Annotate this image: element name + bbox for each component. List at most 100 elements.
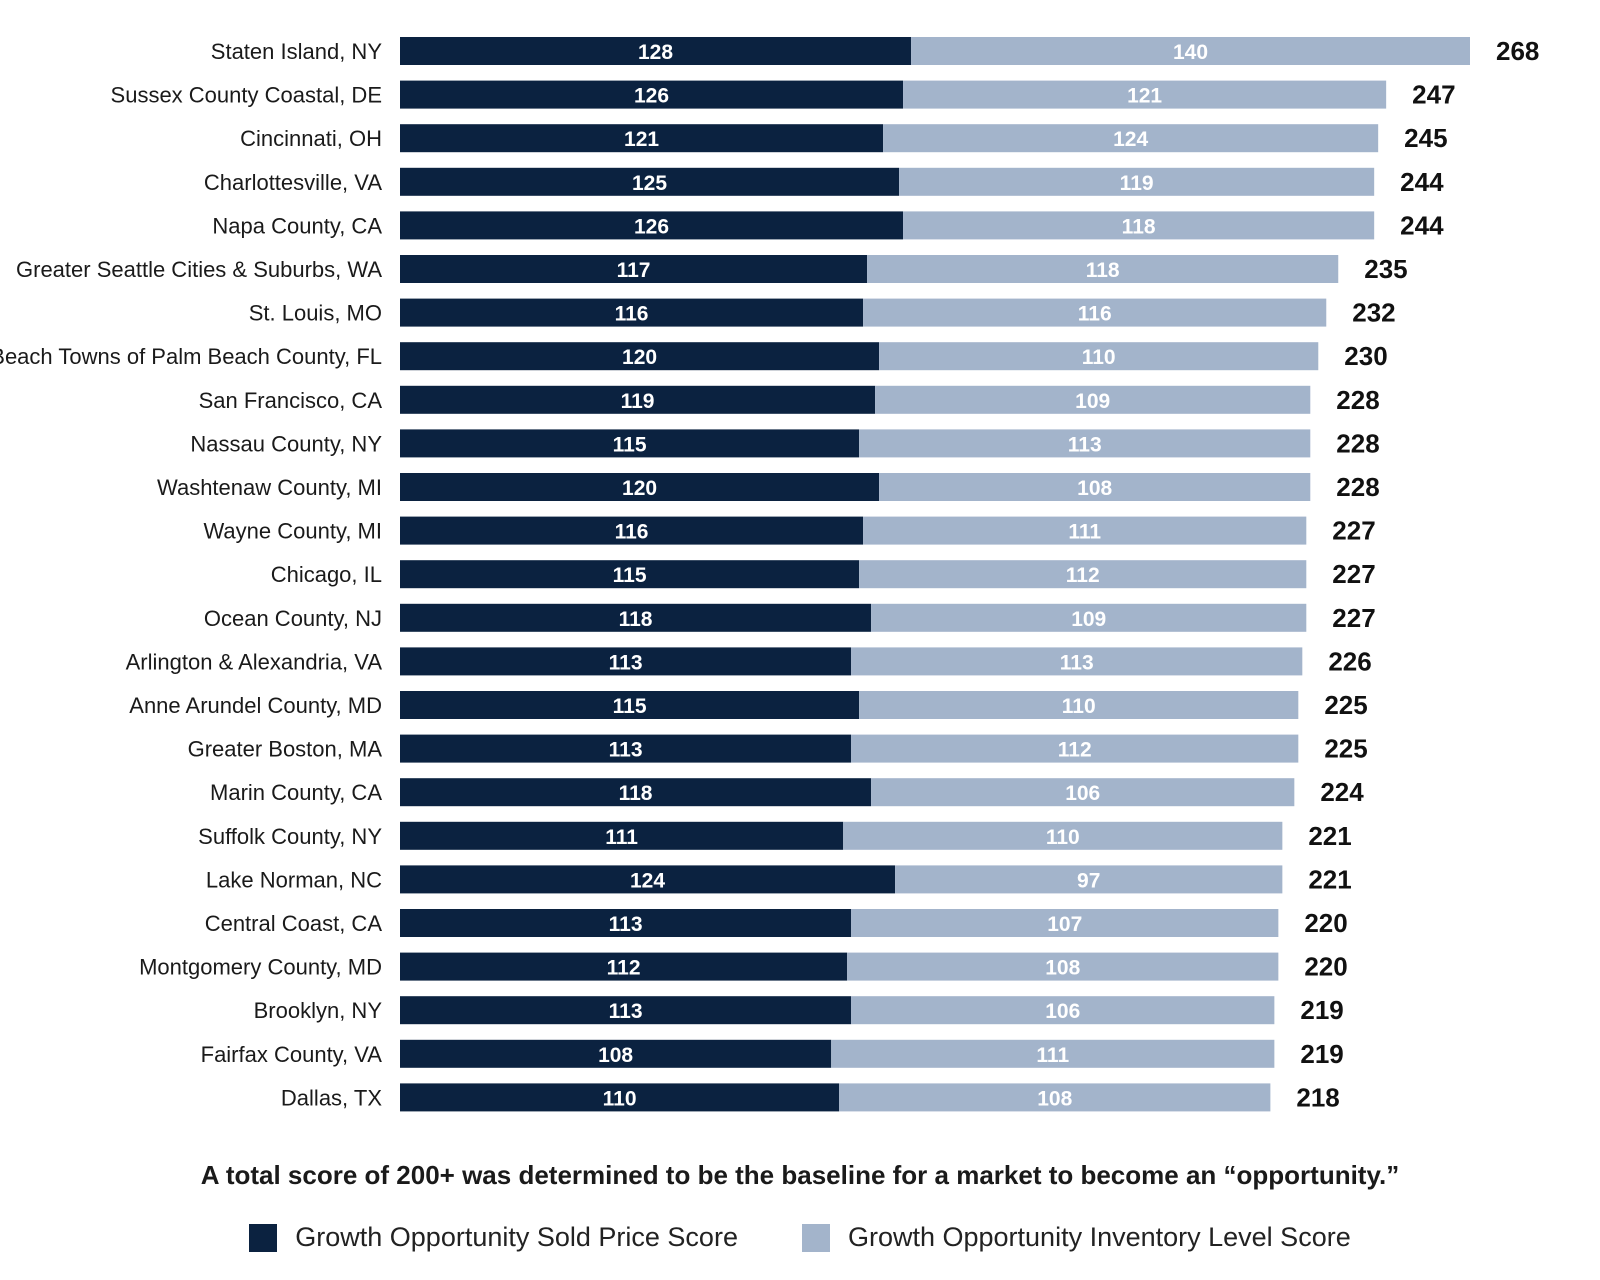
data-label-total: 235	[1364, 254, 1407, 284]
bar-sold-price	[400, 429, 860, 458]
bar-inventory	[839, 1083, 1271, 1112]
bar-inventory	[859, 691, 1299, 719]
data-label-inventory: 110	[1062, 695, 1096, 718]
data-label-total: 225	[1324, 734, 1367, 764]
data-label-sold-price: 125	[632, 172, 667, 195]
bar-inventory	[859, 429, 1311, 458]
bar-sold-price	[400, 734, 852, 763]
bar-sold-price	[400, 255, 868, 283]
category-label: Montgomery County, MD	[139, 955, 382, 980]
bar-row: Ocean County, NJ 118 109 227	[204, 603, 1376, 633]
data-label-total: 230	[1344, 341, 1387, 371]
data-label-sold-price: 115	[613, 433, 647, 456]
bar-inventory	[911, 37, 1470, 65]
category-label: Brooklyn, NY	[254, 998, 383, 1023]
data-label-sold-price: 108	[598, 1044, 633, 1067]
data-label-sold-price: 120	[622, 477, 657, 500]
category-label: Napa County, CA	[212, 213, 382, 238]
data-label-inventory: 108	[1045, 957, 1080, 980]
data-label-total: 226	[1328, 646, 1371, 676]
data-label-sold-price: 113	[609, 651, 643, 674]
legend-item-sold-price: Growth Opportunity Sold Price Score	[249, 1222, 738, 1253]
data-label-sold-price: 111	[605, 826, 638, 849]
data-label-inventory: 124	[1113, 128, 1148, 151]
data-label-sold-price: 124	[630, 869, 665, 892]
data-label-inventory: 110	[1046, 826, 1080, 849]
data-label-inventory: 97	[1077, 869, 1100, 892]
category-label: Arlington & Alexandria, VA	[126, 649, 383, 674]
bar-sold-price	[400, 560, 860, 589]
data-label-total: 228	[1336, 385, 1379, 415]
bar-sold-price	[400, 298, 864, 327]
bar-sold-price	[400, 167, 900, 196]
bar-inventory	[879, 342, 1319, 371]
bar-inventory	[851, 909, 1279, 937]
category-label: Beach Towns of Palm Beach County, FL	[0, 344, 382, 369]
category-label: Suffolk County, NY	[198, 824, 382, 849]
data-label-total: 228	[1336, 472, 1379, 502]
bar-sold-price	[400, 37, 912, 65]
category-label: San Francisco, CA	[199, 388, 383, 413]
data-label-sold-price: 113	[609, 739, 643, 762]
bar-inventory	[879, 473, 1311, 501]
bar-sold-price	[400, 1039, 832, 1068]
legend-swatch-sold-price	[249, 1223, 278, 1252]
data-label-total: 244	[1400, 210, 1444, 240]
data-label-sold-price: 121	[624, 128, 659, 151]
bar-sold-price	[400, 778, 872, 807]
data-label-inventory: 113	[1060, 651, 1094, 674]
data-label-total: 221	[1308, 864, 1351, 894]
bar-row: St. Louis, MO 116 116 232	[249, 298, 1396, 328]
data-label-sold-price: 120	[622, 346, 657, 369]
legend-item-inventory: Growth Opportunity Inventory Level Score	[801, 1222, 1351, 1253]
data-label-sold-price: 116	[615, 521, 649, 544]
category-label: Sussex County Coastal, DE	[111, 83, 382, 108]
bar-row: Chicago, IL 115 112 227	[271, 559, 1376, 589]
bar-row: Suffolk County, NY 111 110 221	[198, 821, 1352, 851]
data-label-total: 244	[1400, 167, 1444, 197]
data-label-total: 232	[1352, 298, 1395, 328]
category-label: Nassau County, NY	[190, 431, 382, 456]
bar-sold-price	[400, 603, 872, 632]
bar-row: Marin County, CA 118 106 224	[210, 777, 1364, 807]
bar-inventory	[895, 865, 1283, 894]
bar-row: Charlottesville, VA 125 119 244	[204, 167, 1444, 197]
bar-row: Wayne County, MI 116 111 227	[203, 516, 1375, 546]
data-label-inventory: 121	[1127, 85, 1162, 108]
bar-sold-price	[400, 385, 876, 414]
bar-inventory	[847, 952, 1279, 981]
data-label-total: 224	[1320, 777, 1364, 807]
legend-label-inventory: Growth Opportunity Inventory Level Score	[847, 1222, 1351, 1252]
bar-row: Montgomery County, MD 112 108 220	[139, 952, 1348, 982]
category-label: Dallas, TX	[281, 1085, 382, 1110]
bar-inventory	[883, 124, 1379, 153]
bar-row: Dallas, TX 110 108 218	[281, 1082, 1340, 1112]
category-label: Fairfax County, VA	[201, 1042, 383, 1067]
bar-row: Napa County, CA 126 118 244	[212, 210, 1444, 240]
bar-row: San Francisco, CA 119 109 228	[199, 385, 1380, 415]
data-label-sold-price: 118	[619, 782, 653, 805]
data-label-inventory: 108	[1037, 1087, 1072, 1110]
data-label-inventory: 112	[1058, 739, 1092, 762]
data-label-inventory: 118	[1122, 215, 1156, 238]
bar-inventory	[851, 647, 1303, 676]
bar-row: Greater Boston, MA 113 112 225	[188, 734, 1368, 764]
data-label-inventory: 107	[1047, 913, 1082, 936]
bar-sold-price	[400, 996, 852, 1025]
legend-swatch-inventory	[801, 1223, 830, 1252]
data-label-total: 228	[1336, 428, 1379, 458]
category-label: Washtenaw County, MI	[157, 475, 382, 500]
bar-sold-price	[400, 80, 904, 109]
bar-inventory	[867, 255, 1339, 283]
bar-sold-price	[400, 124, 884, 153]
data-label-inventory: 110	[1082, 346, 1116, 369]
bar-row: Arlington & Alexandria, VA 113 113 226	[126, 646, 1372, 676]
data-label-total: 219	[1300, 995, 1343, 1025]
bar-row: Greater Seattle Cities & Suburbs, WA 117 1…	[16, 254, 1408, 284]
data-label-sold-price: 118	[619, 608, 653, 631]
data-label-total: 221	[1308, 821, 1351, 851]
bar-row: Cincinnati, OH 121 124 245	[240, 123, 1447, 153]
bar-sold-price	[400, 211, 904, 240]
data-label-sold-price: 110	[603, 1087, 637, 1110]
